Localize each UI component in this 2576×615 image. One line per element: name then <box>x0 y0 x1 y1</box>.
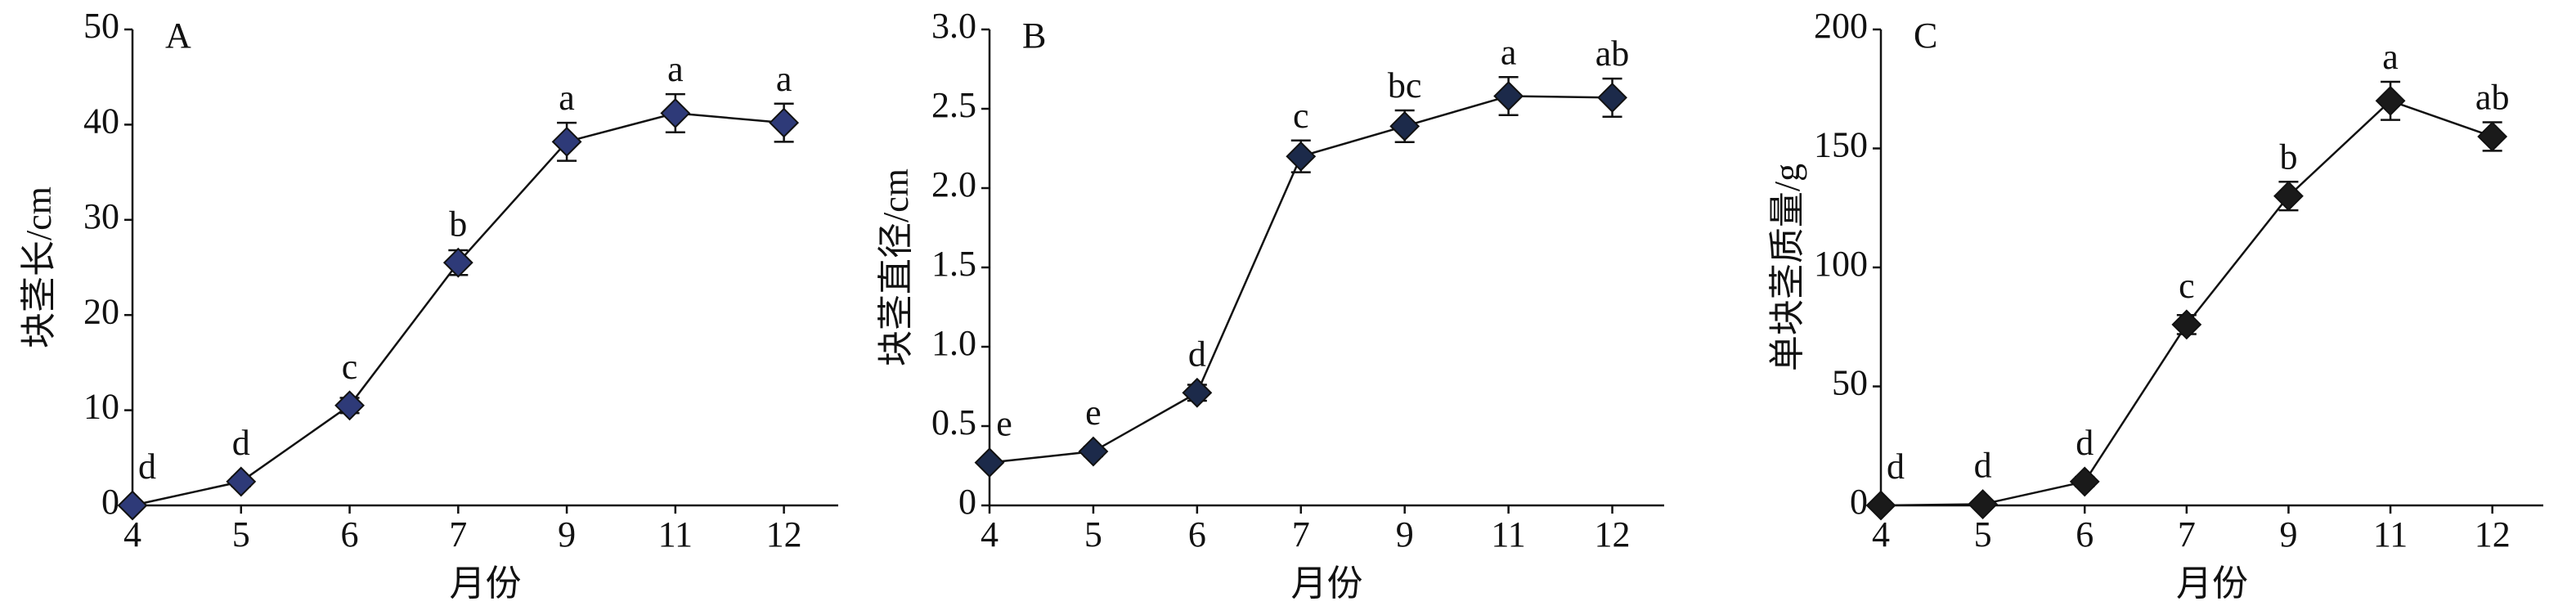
marker <box>2375 85 2406 116</box>
significance-label: b <box>2279 137 2297 177</box>
marker <box>442 247 473 278</box>
y-axis-label: 块茎直径/cm <box>876 168 916 366</box>
x-tick-label: 4 <box>981 514 999 554</box>
marker <box>769 107 800 138</box>
x-axis-label: 月份 <box>2176 563 2248 604</box>
x-tick-label: 11 <box>658 514 693 554</box>
significance-label: d <box>138 447 156 487</box>
x-tick-label: 7 <box>1292 514 1310 554</box>
significance-label: c <box>1293 96 1309 136</box>
significance-label: b <box>449 204 467 244</box>
axes <box>988 29 1664 507</box>
marker <box>1389 110 1420 141</box>
significance-label: e <box>1085 393 1102 433</box>
significance-label: a <box>559 78 575 118</box>
x-tick-label: 9 <box>558 514 576 554</box>
x-tick-label: 6 <box>1188 514 1206 554</box>
marker <box>1968 489 1999 519</box>
marker <box>117 490 148 521</box>
marker <box>1078 436 1109 467</box>
y-tick-label: 100 <box>1814 244 1868 284</box>
marker <box>334 390 365 421</box>
significance-label: d <box>2076 423 2094 463</box>
y-tick-label: 2.5 <box>931 85 976 125</box>
significance-label: bc <box>1388 65 1422 105</box>
marker <box>974 447 1005 478</box>
x-tick-label: 11 <box>1491 514 1525 554</box>
y-tick-label: 2.0 <box>931 164 976 204</box>
marker <box>660 98 691 128</box>
axes <box>1879 29 2543 507</box>
x-axis-label: 月份 <box>450 563 522 604</box>
panel-label: B <box>1022 16 1046 56</box>
significance-label: e <box>996 404 1012 444</box>
marker <box>1493 81 1524 111</box>
x-tick-label: 6 <box>341 514 359 554</box>
x-tick-label: 11 <box>2373 514 2408 554</box>
y-tick-label: 50 <box>83 6 119 46</box>
y-axis-label: 块茎长/cm <box>19 186 59 348</box>
marker <box>2477 121 2508 152</box>
y-axis-label: 单块茎质量/g <box>1767 164 1807 371</box>
marker <box>1182 377 1213 408</box>
marker <box>1286 141 1317 172</box>
x-tick-label: 12 <box>2475 514 2511 554</box>
y-tick-label: 30 <box>83 196 119 236</box>
x-tick-label: 9 <box>2279 514 2297 554</box>
significance-label: c <box>342 347 358 387</box>
x-axis-label: 月份 <box>1291 563 1363 604</box>
y-tick-label: 150 <box>1814 125 1868 165</box>
marker <box>551 126 582 157</box>
x-tick-label: 5 <box>1084 514 1102 554</box>
y-tick-label: 20 <box>83 291 119 331</box>
marker <box>1865 490 1896 521</box>
significance-label: d <box>1887 447 1905 487</box>
significance-label: a <box>2382 37 2399 77</box>
significance-label: d <box>1188 334 1206 374</box>
significance-label: ab <box>1595 34 1630 74</box>
x-tick-label: 5 <box>232 514 250 554</box>
x-tick-label: 6 <box>2076 514 2094 554</box>
marker <box>2171 309 2202 340</box>
significance-label: a <box>667 49 684 89</box>
x-tick-label: 5 <box>1974 514 1992 554</box>
significance-label: ab <box>2475 78 2510 118</box>
y-tick-label: 200 <box>1814 6 1868 46</box>
y-tick-label: 10 <box>83 387 119 427</box>
y-tick-label: 40 <box>83 101 119 141</box>
marker <box>1597 83 1627 113</box>
x-tick-label: 12 <box>766 514 802 554</box>
y-tick-label: 0 <box>958 482 976 522</box>
panel-label: A <box>165 16 191 56</box>
significance-label: a <box>1501 32 1517 72</box>
panel-label: C <box>1914 16 1937 56</box>
marker <box>2069 466 2100 497</box>
x-tick-label: 4 <box>1872 514 1890 554</box>
y-tick-label: 50 <box>1832 363 1868 403</box>
x-tick-label: 4 <box>123 514 141 554</box>
y-tick-label: 1.5 <box>931 244 976 284</box>
significance-label: a <box>776 59 792 99</box>
significance-label: d <box>232 423 250 463</box>
x-tick-label: 12 <box>1595 514 1631 554</box>
y-tick-label: 0 <box>1850 482 1868 522</box>
significance-label: c <box>2179 266 2195 306</box>
y-tick-label: 3.0 <box>931 6 976 46</box>
x-tick-label: 9 <box>1396 514 1414 554</box>
marker <box>2273 181 2304 212</box>
x-tick-label: 7 <box>449 514 467 554</box>
x-tick-label: 7 <box>2178 514 2196 554</box>
data-line <box>132 112 784 507</box>
y-tick-label: 0 <box>101 482 119 522</box>
y-tick-label: 1.0 <box>931 323 976 363</box>
marker <box>226 466 257 497</box>
significance-label: d <box>1974 446 1992 486</box>
y-tick-label: 0.5 <box>931 402 976 442</box>
